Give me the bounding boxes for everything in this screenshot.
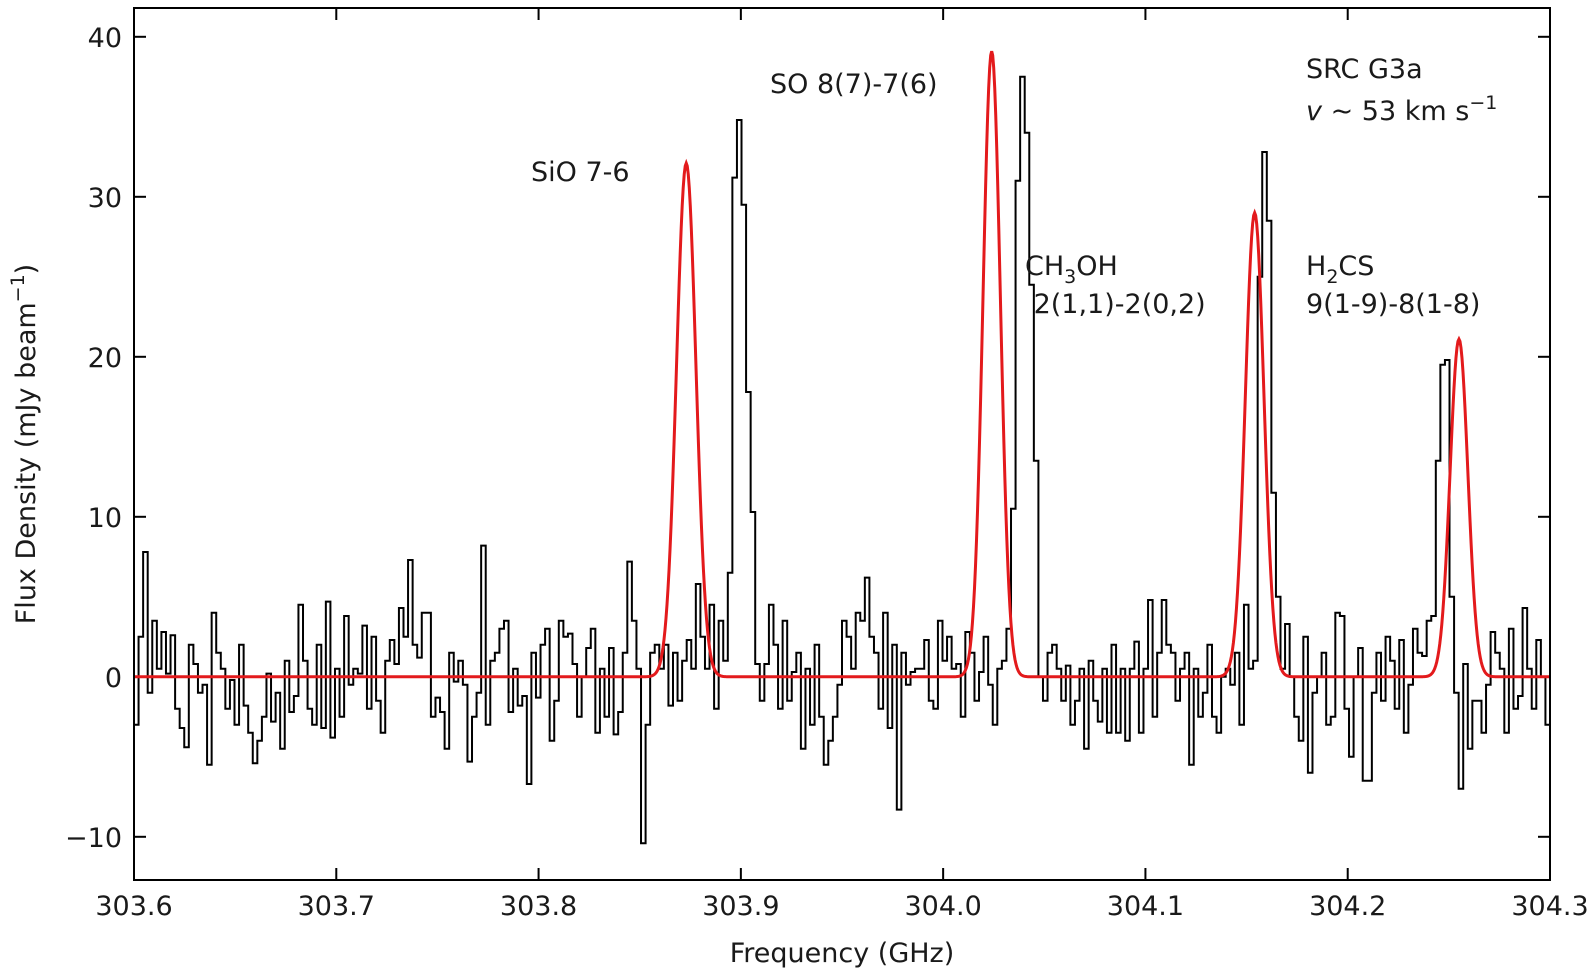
ch3oh-sub: 3 [1064,266,1076,288]
ch3oh-part1: CH [1025,251,1064,282]
y-tick-label: 40 [88,23,122,54]
plot-frame [133,7,1551,881]
h2cs-part2: CS [1338,251,1374,282]
x-tick-label: 303.6 [95,891,172,922]
y-axis-label-sup: −1 [7,274,29,302]
source-name: SRC G3a [1306,54,1423,85]
annotation-ch3oh: CH3OH [1025,251,1118,288]
plot-area [134,50,1550,845]
ticks-layer [133,8,1551,880]
y-tick-label: 10 [88,503,122,534]
annotation-sio: SiO 7-6 [531,157,630,188]
y-tick-label: 0 [105,663,122,694]
y-axis-label-main: Flux Density (mJy beam [11,302,42,624]
x-tick-label: 304.0 [904,891,981,922]
ch3oh-part2: OH [1076,251,1118,282]
annotation-h2cs: H2CS [1306,251,1374,288]
velocity-symbol: v [1306,96,1323,127]
velocity-unit-sup: −1 [1469,92,1497,114]
velocity-value: ∼ 53 km s [1322,96,1469,127]
x-tick-label: 303.8 [500,891,577,922]
tick-labels-layer: 303.6 303.7 303.8 303.9 304.0 304.1 304.2 304.3… [65,23,1589,922]
h2cs-part1: H [1306,251,1326,282]
x-tick-label: 304.2 [1309,891,1386,922]
x-tick-label: 304.1 [1107,891,1184,922]
y-tick-label: −10 [65,823,122,854]
annotation-h2cs-transition: 9(1-9)-8(1-8) [1306,289,1480,320]
y-tick-label: 20 [88,343,122,374]
x-tick-label: 304.3 [1511,891,1588,922]
y-axis-label-close: ) [11,264,42,275]
annotation-ch3oh-transition: 2(1,1)-2(0,2) [1025,289,1206,320]
h2cs-sub: 2 [1326,266,1338,288]
x-tick-label: 303.9 [702,891,779,922]
source-velocity: v ∼ 53 km s−1 [1306,92,1497,127]
x-tick-label: 303.7 [298,891,375,922]
annotation-so: SO 8(7)-7(6) [770,69,938,100]
y-axis-label: Flux Density (mJy beam−1) [7,264,42,624]
gaussian-fit-curve [134,50,1550,679]
y-tick-label: 30 [88,183,122,214]
x-axis-label: Frequency (GHz) [730,938,955,969]
data-step-series [134,75,1550,845]
